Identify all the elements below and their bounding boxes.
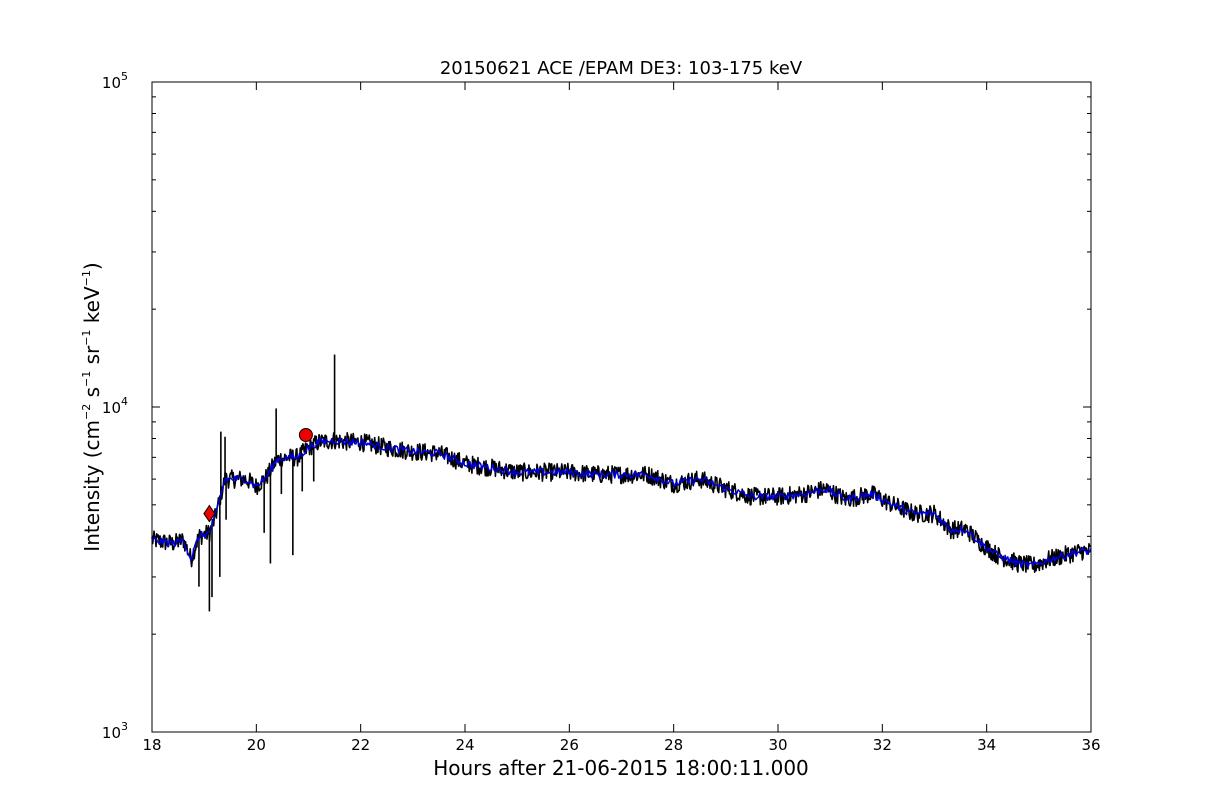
chart-title: 20150621 ACE /EPAM DE3: 103-175 keV [440,58,803,79]
x-tick-label: 26 [560,736,579,754]
event-marker-diamond [203,504,216,523]
x-axis-label: Hours after 21-06-2015 18:00:11.000 [433,756,809,780]
smoothed-intensity-line [151,437,1092,569]
x-tick-label: 36 [1081,736,1100,754]
event-marker-circle [298,428,313,443]
y-axis-ticks: 103 104 105 [102,70,1091,742]
y-tick-label: 105 [102,70,128,92]
y-axis-label: Intensity (cm−2 s−1 sr−1 keV−1) [80,262,104,551]
x-tick-label: 30 [768,736,787,754]
x-tick-label: 20 [247,736,266,754]
raw-intensity-line [151,431,1092,573]
y-tick-label: 104 [102,395,128,417]
x-tick-label: 34 [977,736,996,754]
y-tick-label: 103 [102,720,128,742]
x-tick-label: 24 [455,736,474,754]
x-axis-ticks: 18 20 22 24 26 28 30 32 34 36 [142,82,1101,754]
x-tick-label: 32 [873,736,892,754]
x-tick-label: 28 [664,736,683,754]
plot-area [151,354,1092,612]
x-tick-label: 22 [351,736,370,754]
plot-frame [151,81,1092,733]
x-tick-label: 18 [142,736,161,754]
